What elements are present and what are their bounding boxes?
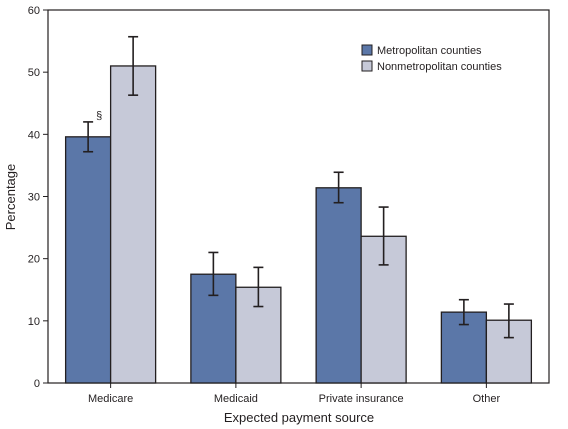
bar	[109, 65, 157, 384]
y-tick-label: 0	[34, 378, 40, 390]
x-axis: Medicare Medicaid Private insurance Other	[88, 383, 500, 405]
x-tick-label: Private insurance	[319, 393, 404, 405]
legend-label: Metropolitan counties	[377, 45, 482, 57]
bar	[64, 136, 112, 384]
legend-swatch	[361, 60, 373, 72]
y-tick-label: 60	[28, 5, 40, 17]
bars-group	[64, 65, 533, 384]
x-axis-title: Expected payment source	[224, 410, 374, 425]
legend-swatch	[361, 44, 373, 56]
y-tick-label: 20	[28, 254, 40, 266]
footnote-symbol: §	[96, 110, 102, 122]
x-tick-label: Medicare	[88, 393, 133, 405]
bar	[315, 187, 362, 384]
y-tick-label: 50	[28, 67, 40, 79]
error-bars-group	[83, 35, 514, 339]
x-tick-label: Medicaid	[214, 393, 258, 405]
annotations-group: §	[96, 110, 102, 122]
legend: Metropolitan counties Nonmetropolitan cou…	[361, 44, 502, 73]
y-tick-label: 30	[28, 192, 40, 204]
legend-label: Nonmetropolitan counties	[377, 61, 502, 73]
y-tick-label: 10	[28, 316, 40, 328]
y-tick-label: 40	[28, 129, 40, 141]
x-tick-label: Other	[473, 393, 501, 405]
y-axis: 0 10 20 30 40 50 60	[28, 5, 48, 390]
bar	[360, 235, 407, 384]
y-axis-title: Percentage	[3, 164, 18, 231]
